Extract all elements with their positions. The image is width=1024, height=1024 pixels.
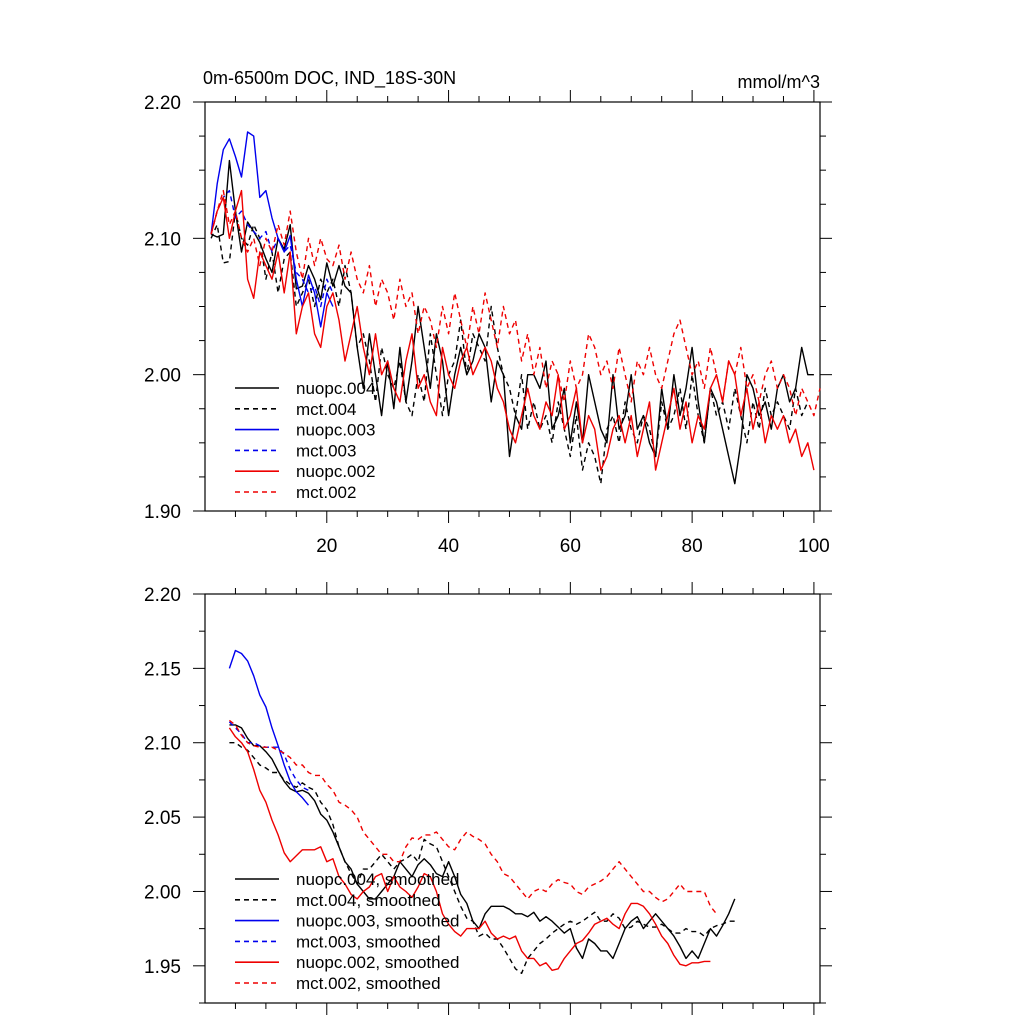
y-tick-label: 2.15 (144, 659, 181, 680)
y-tick-label: 2.10 (144, 229, 181, 250)
series-line-mct-004-smoothed (229, 742, 735, 974)
y-tick-label: 2.20 (144, 585, 181, 606)
series-line-nuopc-002-smoothed (228, 727, 711, 971)
x-tick-label: 80 (682, 536, 703, 557)
legend-label: mct.004 (296, 400, 356, 419)
legend-label: mct.003 (296, 441, 356, 460)
legend-label: mct.002 (296, 483, 356, 502)
y-tick-label: 1.95 (144, 957, 181, 978)
legend-label: nuopc.002, smoothed (296, 953, 460, 972)
x-tick-label: 100 (798, 536, 830, 557)
series-line-nuopc-003-smoothed (228, 649, 310, 806)
series-line-mct-003 (210, 189, 334, 308)
top-panel: 0m-6500m DOC, IND_18S-30N mmol/m^3 20 40 6… (144, 68, 832, 557)
legend-label: nuopc.004 (296, 379, 375, 398)
series-line-nuopc-004-smoothed (229, 724, 736, 960)
y-tick-label: 1.90 (144, 502, 181, 523)
units-label: mmol/m^3 (738, 72, 820, 92)
legend-label: nuopc.003 (296, 421, 375, 440)
series-line-nuopc-002 (210, 189, 815, 471)
y-tick-label: 2.00 (144, 882, 181, 903)
plot-frame (204, 593, 821, 1004)
series-line-mct-003-smoothed (228, 721, 309, 791)
x-tick-label: 60 (560, 536, 581, 557)
chart-title: 0m-6500m DOC, IND_18S-30N (203, 68, 456, 89)
series-line-nuopc-003 (210, 131, 334, 328)
y-tick-label: 2.05 (144, 808, 181, 829)
y-tick-label: 2.20 (144, 93, 181, 114)
legend-label: nuopc.003, smoothed (296, 912, 460, 931)
y-tick-label: 2.00 (144, 366, 181, 387)
legend-label: mct.002, smoothed (296, 974, 441, 993)
x-tick-label: 20 (316, 536, 337, 557)
bottom-panel: 1.95 2.00 2.05 2.10 2.15 2.20 nuopc.004, smoot… (144, 582, 832, 1015)
series-line-mct-002-smoothed (228, 719, 718, 915)
legend-label: mct.004, smoothed (296, 891, 441, 910)
legend-label: nuopc.002 (296, 462, 375, 481)
x-tick-label: 40 (438, 536, 459, 557)
series-line-mct-002 (210, 189, 821, 417)
legend-label: nuopc.004, smoothed (296, 870, 460, 889)
y-tick-label: 2.10 (144, 734, 181, 755)
legend-label: mct.003, smoothed (296, 932, 441, 951)
